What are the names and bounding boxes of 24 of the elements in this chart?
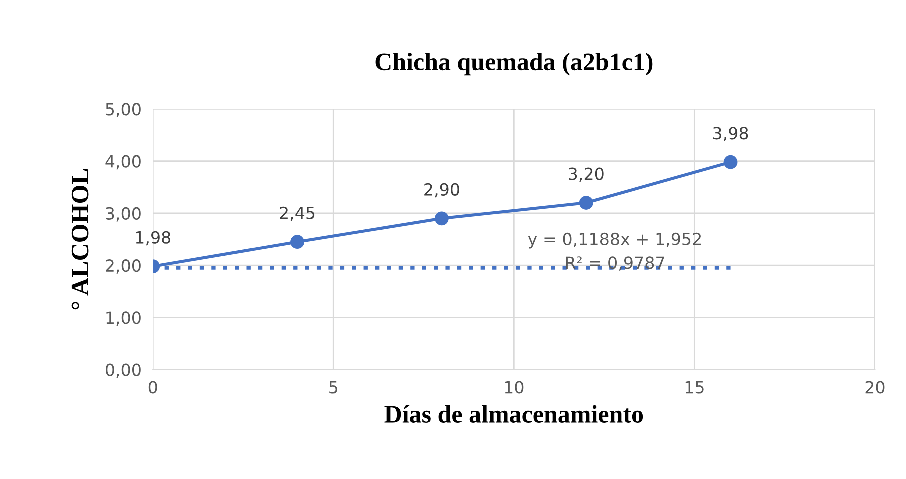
point bbox=[724, 155, 738, 170]
data-label: 3,20 bbox=[569, 168, 604, 182]
data-label: 2,90 bbox=[424, 183, 460, 198]
y-tick-label: 4,00 bbox=[106, 155, 141, 170]
x-tick-label: 5 bbox=[330, 381, 338, 394]
data-label: 2,45 bbox=[280, 206, 315, 222]
y-tick-label: 3,00 bbox=[106, 207, 141, 222]
x-tick-label: 20 bbox=[866, 381, 885, 394]
x-tick-label: 15 bbox=[686, 381, 704, 394]
data-label: 3,98 bbox=[713, 127, 748, 142]
point bbox=[579, 196, 594, 210]
y-tick-label: 1,00 bbox=[106, 312, 141, 326]
y-axis-title: ° ALCOHOL bbox=[72, 169, 89, 310]
annotation: y = 0,1188x + 1,952 R² = 0,9787 bbox=[528, 232, 702, 271]
x-axis-title: Días de almacenamiento bbox=[384, 405, 644, 423]
point bbox=[435, 212, 449, 226]
x-tick-label: 0 bbox=[148, 381, 158, 394]
chart-title: Chicha quemada (a2b1c1) bbox=[376, 52, 653, 76]
x-tick-label: 10 bbox=[505, 381, 524, 394]
y-tick-label: 2,00 bbox=[106, 260, 141, 274]
y-tick-label: 0,00 bbox=[106, 364, 141, 378]
data-label: 1,98 bbox=[136, 231, 171, 246]
y-tick-label: 5,00 bbox=[106, 103, 141, 118]
point bbox=[290, 235, 304, 250]
